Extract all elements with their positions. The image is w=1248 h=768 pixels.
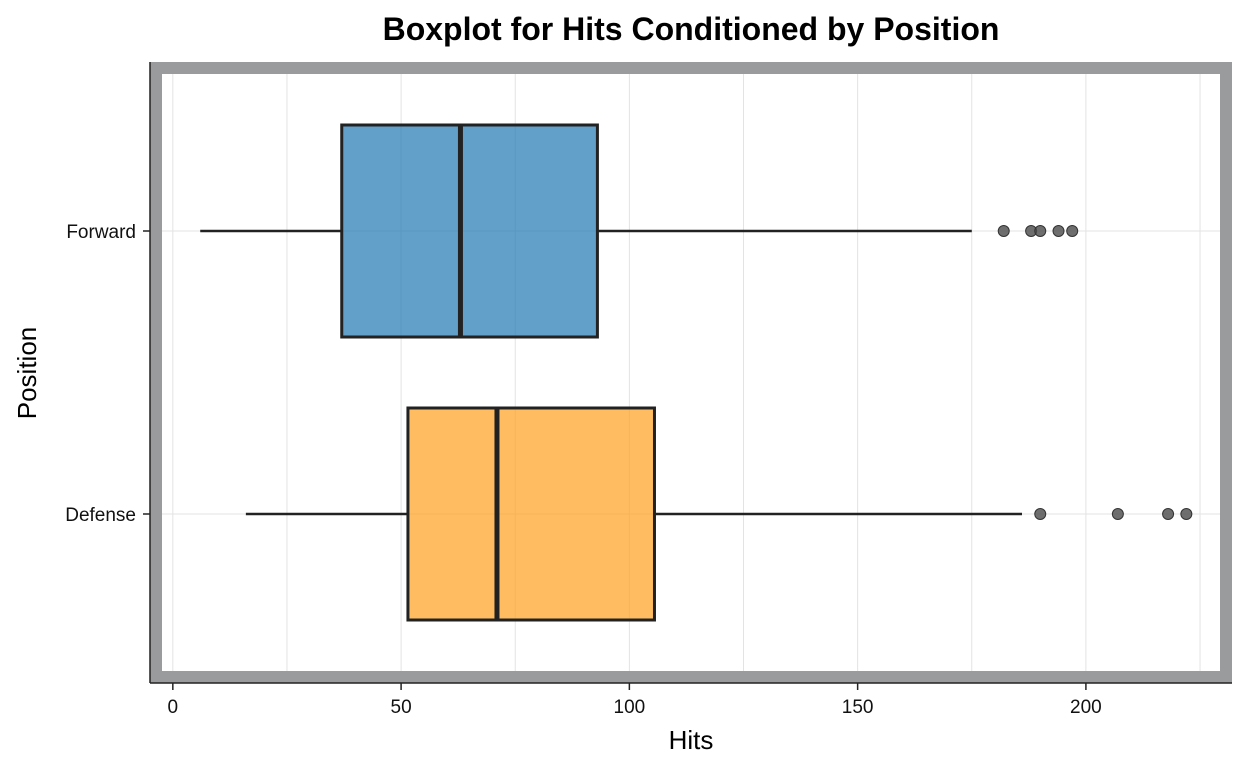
outlier-point <box>1111 508 1124 520</box>
x-tick-label: 0 <box>168 697 179 718</box>
outlier-point <box>1180 508 1193 520</box>
plot-panel <box>162 74 1220 671</box>
box-defense <box>406 406 656 622</box>
y-tick-label: Defense <box>65 505 136 526</box>
plot-area: 0 50 100 150 200 Forward Defense <box>65 62 1232 718</box>
chart-title: Boxplot for Hits Conditioned by Position <box>383 11 1000 47</box>
x-tick-label: 100 <box>614 697 646 718</box>
box-forward <box>340 123 599 339</box>
outlier-point <box>1066 225 1079 237</box>
outlier-point <box>1034 508 1047 520</box>
outlier-point <box>1162 508 1175 520</box>
x-tick-label: 50 <box>391 697 412 718</box>
outlier-point <box>1052 225 1065 237</box>
outlier-point <box>1034 225 1047 237</box>
x-axis-title: Hits <box>669 725 714 755</box>
x-tick-label: 150 <box>842 697 874 718</box>
y-tick-label: Forward <box>66 222 136 243</box>
x-tick-label: 200 <box>1070 697 1102 718</box>
y-axis-title: Position <box>12 327 42 420</box>
outlier-point <box>997 225 1010 237</box>
